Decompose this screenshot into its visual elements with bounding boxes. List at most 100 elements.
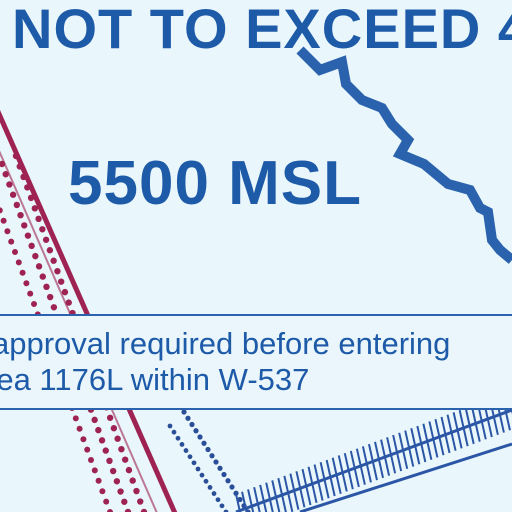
chart-dot — [209, 453, 215, 459]
airway-hatch-tick — [271, 480, 281, 512]
chart-dot — [117, 488, 124, 495]
chart-dot — [88, 457, 94, 463]
airway-hatch-tick — [307, 466, 318, 504]
chart-dot — [21, 222, 28, 229]
airway-hatch-tick — [398, 432, 409, 470]
chart-dot — [221, 471, 227, 478]
chart-dot — [54, 267, 61, 275]
chart-dot — [207, 485, 213, 490]
airspace-note-box — [0, 314, 512, 410]
airway-hatch-tick — [386, 437, 397, 474]
chart-dot — [181, 409, 187, 415]
chart-dot — [43, 283, 50, 291]
airway-hatch-tick — [343, 452, 354, 490]
airway-hatch-tick — [410, 428, 421, 465]
chart-dot — [215, 497, 221, 503]
chart-dot — [137, 498, 144, 505]
blue-special-use-boundary — [296, 46, 512, 264]
chart-dot — [113, 478, 121, 485]
chart-dot — [31, 301, 37, 307]
airway-hatch-tick — [247, 489, 255, 512]
airway-hatch-tick — [392, 434, 403, 472]
chart-dot — [39, 273, 46, 280]
chart-dot — [103, 498, 110, 505]
airway-hatch-tick — [289, 473, 300, 510]
airway-centerline — [235, 408, 512, 512]
chart-dot — [42, 236, 50, 243]
chart-dot — [183, 448, 189, 453]
chart-dot — [189, 421, 195, 428]
airway-hatch-tick — [355, 448, 366, 485]
chart-dot — [193, 428, 199, 434]
airspace-altitude-limit-heading: NOT TO EXCEED 40 — [12, 0, 512, 60]
chart-dot — [23, 280, 30, 287]
chart-dot — [12, 249, 18, 255]
chart-dot — [17, 211, 24, 219]
airway-hatch-tick — [325, 459, 336, 497]
airway-hatch-tick — [446, 414, 457, 451]
blue-dotted-route — [167, 409, 251, 512]
magenta-area-boundary — [0, 109, 178, 512]
chart-dot — [125, 466, 133, 474]
chart-dot — [106, 457, 113, 465]
chart-dot — [24, 184, 31, 191]
chart-dot — [233, 490, 239, 496]
chart-dot — [106, 414, 114, 421]
chart-dot — [129, 477, 136, 484]
chart-dot — [27, 194, 35, 202]
chart-dot — [76, 425, 83, 432]
chart-dot — [133, 487, 140, 495]
chart-dot — [16, 163, 23, 170]
airway-hatch-tick — [277, 477, 287, 512]
airway-hatch-tick — [440, 416, 451, 454]
airway-hatch-tick — [295, 471, 306, 508]
chart-dot — [98, 437, 106, 444]
airspace-note-line-2: rea 1176L within W-537 — [0, 362, 310, 397]
chart-dot — [35, 215, 42, 223]
airway-hatch-tick — [265, 482, 274, 512]
chart-dot — [19, 269, 26, 276]
airway-hatch-tick — [349, 450, 360, 488]
airway-hatch-tick — [374, 441, 384, 479]
chart-dot — [187, 454, 193, 460]
chart-dot — [46, 247, 54, 254]
chart-dot — [225, 478, 231, 484]
chart-dot — [80, 436, 87, 443]
chart-dot — [121, 498, 128, 505]
chart-dot — [195, 466, 201, 472]
airway-hatch-tick — [331, 457, 342, 494]
chart-dot — [219, 503, 225, 509]
chart-dot — [39, 226, 46, 233]
chart-dot — [35, 263, 43, 270]
airway-hatch-tick — [361, 446, 372, 483]
chart-dot — [0, 217, 7, 224]
chart-dot — [61, 288, 69, 296]
chart-dot — [110, 425, 118, 432]
chart-dot — [0, 207, 3, 214]
chart-dot — [99, 488, 106, 495]
chart-dot — [8, 238, 15, 245]
chart-dot — [95, 426, 102, 434]
airway-hatch-tick — [380, 439, 391, 476]
chart-dot — [201, 440, 207, 446]
chart-dot — [91, 416, 98, 424]
chart-dot — [27, 290, 34, 297]
airway-hatch-tick — [368, 443, 378, 481]
chart-dot — [171, 429, 177, 435]
airway-hatch-tick — [253, 486, 261, 512]
airway-hatch-tick — [241, 491, 248, 512]
chart-dot — [211, 491, 217, 496]
airway-hatch-tick — [416, 425, 427, 463]
chart-dot — [118, 445, 125, 453]
airspace-note-line-1: approval required before entering — [0, 326, 451, 361]
airway-hatch-tick — [337, 455, 348, 492]
chart-dot — [109, 467, 117, 475]
airway-hatch-tick — [452, 412, 463, 449]
chart-dot — [229, 484, 235, 490]
chart-dot — [237, 496, 243, 503]
chart-dot — [24, 232, 32, 239]
chart-dot — [50, 304, 58, 311]
chart-dot — [57, 278, 65, 285]
chart-dot — [95, 477, 102, 484]
